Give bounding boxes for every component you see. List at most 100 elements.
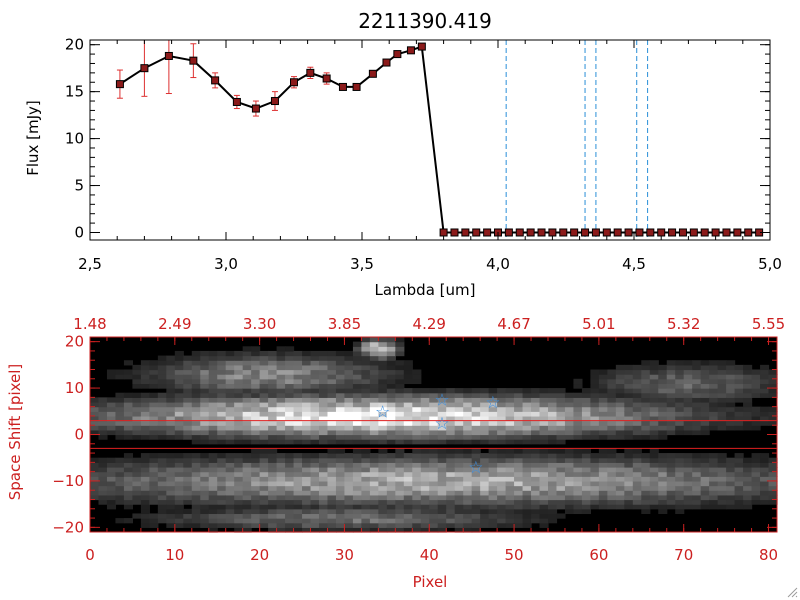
heatmap-cell [395,388,405,394]
heatmap-cell [598,499,608,505]
heatmap-cell [217,350,227,357]
heatmap-cell [242,369,252,375]
heatmap-cell [386,355,396,361]
heatmap-cell [692,457,702,463]
heatmap-cell [649,476,659,482]
heatmap-cell [302,467,312,473]
heatmap-cell [446,485,456,491]
resize-grip-icon[interactable] [786,586,798,598]
heatmap-cell [344,453,354,459]
heatmap-cell [649,420,659,426]
heatmap-cell [90,429,100,436]
heatmap-cell [319,518,329,524]
heatmap-cell [276,392,286,398]
heatmap-cell [259,508,269,515]
heatmap-cell [319,429,329,436]
heatmap-cell [386,397,396,403]
heatmap-cell [157,476,167,482]
heatmap-cell [378,499,388,505]
heatmap-cell [403,434,413,440]
x-tick-label: 5,0 [758,255,782,273]
heatmap-cell [225,457,235,463]
heatmap-cell [208,378,218,385]
heatmap-cell [658,374,668,380]
heatmap-cell [191,490,201,496]
heatmap-cell [327,476,337,482]
heatmap-cell [225,420,235,426]
heatmap-cell [717,494,727,501]
heatmap-cell [378,485,388,491]
heatmap-cell [412,420,422,426]
heatmap-cell [471,425,481,431]
heatmap-cell [581,457,592,463]
heatmap-cell [217,518,227,524]
heatmap-cell [395,513,405,519]
heatmap-cell [615,378,625,385]
data-point [559,228,568,237]
heatmap-cell [420,453,430,459]
heatmap-cell [497,397,507,403]
heatmap-cell [454,434,464,440]
heatmap-cell [132,411,142,417]
heatmap-cell [149,411,159,417]
heatmap-cell [700,499,710,505]
heatmap-cell [514,508,524,515]
heatmap-cell [607,406,617,412]
heatmap-cell [200,402,210,408]
heatmap-cell [123,480,134,487]
heatmap-cell [174,425,184,431]
heatmap-cell [505,415,515,422]
heatmap-cell [208,369,218,375]
heatmap-cell [454,518,464,524]
heatmap-cell [191,485,201,491]
heatmap-cell [700,415,710,422]
heatmap-cell [531,434,541,440]
heatmap-cell [531,453,541,459]
heatmap-cell [488,471,498,477]
heatmap-cell [505,513,515,519]
heatmap-cell [166,364,176,371]
heatmap-cell [90,415,100,422]
heatmap-cell [437,462,447,468]
heatmap-cell [106,490,117,496]
heatmap-cell [734,425,744,431]
heatmap-cell [369,457,379,463]
heatmap-cell [285,476,295,482]
data-point [591,228,600,237]
heatmap-cell [480,392,490,398]
heatmap-cell [285,420,295,426]
heatmap-cell [548,490,558,496]
heatmap-cell [234,499,244,505]
heatmap-cell [615,392,625,398]
heatmap-cell [335,476,346,482]
heatmap-cell [268,513,278,519]
heatmap-cell [242,480,252,487]
heatmap-cell [632,397,642,403]
heatmap-cell [183,434,193,440]
heatmap-cell [437,420,447,426]
heatmap-cell [514,513,524,519]
heatmap-cell [700,494,710,501]
heatmap-cell [666,494,676,501]
heatmap-cell [344,397,354,403]
heatmap-cell [166,508,176,515]
heatmap-cell [488,513,498,519]
heatmap-cell [531,439,541,445]
heatmap-cell [607,480,617,487]
heatmap-cell [123,369,134,375]
heatmap-cell [98,406,108,412]
heatmap-cell [225,415,235,422]
heatmap-cell [302,471,312,477]
data-point [211,76,220,85]
heatmap-cell [302,374,312,380]
heatmap-cell [403,411,413,417]
heatmap-cell [564,494,575,501]
heatmap-cell [395,378,405,385]
heatmap-cell [641,420,651,426]
heatmap-cell [429,490,439,496]
heatmap-cell [208,522,218,528]
heatmap-cell [548,462,558,468]
heatmap-cell [310,397,320,403]
heatmap-cell [488,429,498,436]
heatmap-cell [140,360,150,366]
